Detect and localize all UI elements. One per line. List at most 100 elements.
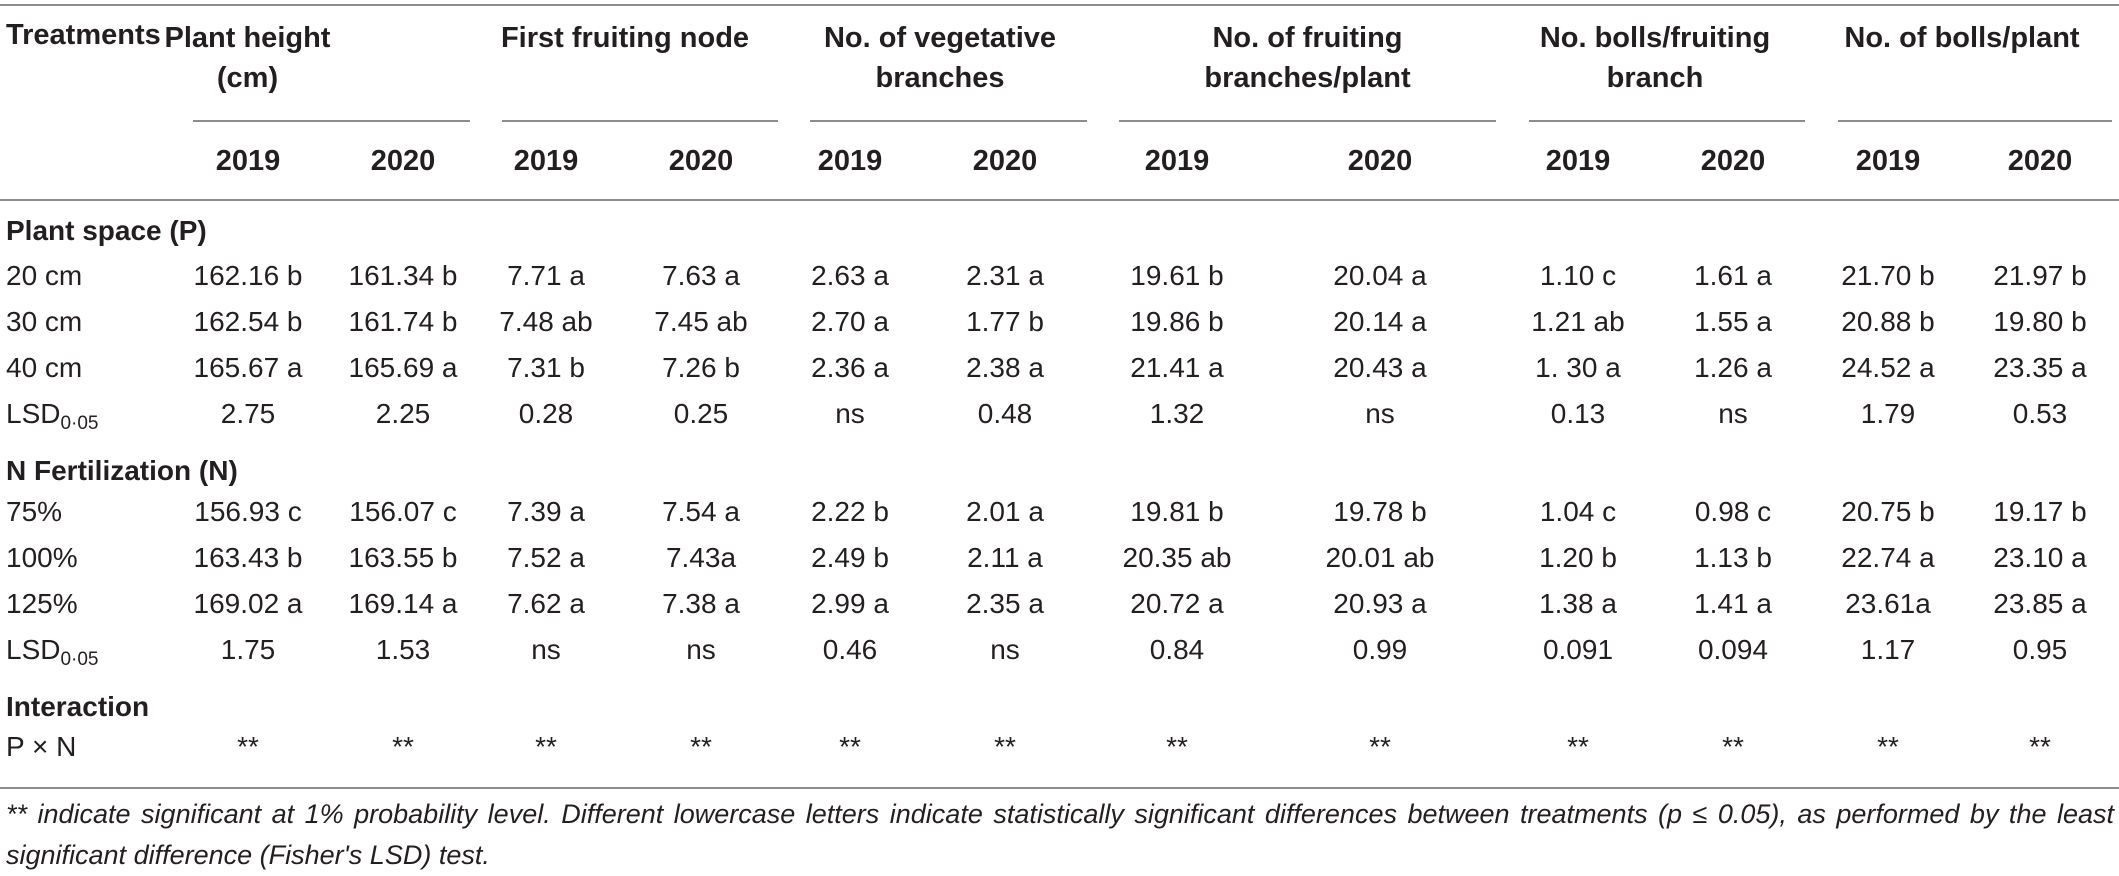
section-title: N Fertilization (N) <box>6 455 238 486</box>
table-cell: 1.53 <box>375 634 431 665</box>
table-cell: 23.35 a <box>1993 352 2087 383</box>
table-cell: 2.75 <box>220 398 276 429</box>
table-cell: 1.17 <box>1860 634 1916 665</box>
row-label-text: 100% <box>6 542 78 573</box>
table-cell: 7.38 a <box>662 588 740 619</box>
column-group-rule <box>193 120 470 122</box>
table-cell: ** <box>2029 731 2051 762</box>
table-cell: ** <box>392 731 414 762</box>
table-cell: 21.41 a <box>1130 352 1224 383</box>
table-cell: 0.53 <box>2012 398 2068 429</box>
table-cell: 2.31 a <box>966 260 1044 291</box>
table-cell: 19.17 b <box>1993 496 2087 527</box>
table-cell: 162.54 b <box>193 306 303 337</box>
table-cell: ** <box>1166 731 1188 762</box>
table-cell: 1.77 b <box>966 306 1044 337</box>
table-cell: 1.55 a <box>1694 306 1772 337</box>
table-cell: 19.81 b <box>1130 496 1224 527</box>
table-cell: 2.35 a <box>966 588 1044 619</box>
table-cell: 2.63 a <box>811 260 889 291</box>
table-cell: 24.52 a <box>1841 352 1935 383</box>
row-label-text: LSD <box>6 634 61 665</box>
table-cell: ** <box>1877 731 1899 762</box>
table-cell: 7.63 a <box>662 260 740 291</box>
table-cell: 0.091 <box>1542 634 1614 665</box>
table-cell: 7.48 ab <box>499 306 593 337</box>
row-label: 100% <box>6 541 78 575</box>
table-cell: 2.01 a <box>966 496 1044 527</box>
table-cell: 20.72 a <box>1130 588 1224 619</box>
row-label-text: LSD <box>6 398 61 429</box>
table-cell: 156.07 c <box>349 496 457 527</box>
table-cell: 1.32 <box>1149 398 1205 429</box>
table-cell: 0.46 <box>822 634 878 665</box>
table-cell: 161.74 b <box>348 306 458 337</box>
table-cell: ** <box>1722 731 1744 762</box>
table-cell: 1.20 b <box>1539 542 1617 573</box>
table-cell: 0.98 c <box>1694 496 1772 527</box>
table-cell: 1.61 a <box>1694 260 1772 291</box>
table-cell: 20.35 ab <box>1122 542 1232 573</box>
table-cell: 23.61a <box>1845 588 1931 619</box>
table-cell: 165.69 a <box>348 352 458 383</box>
table-cell: 19.86 b <box>1130 306 1224 337</box>
year-header: 2020 <box>2007 145 2073 177</box>
table-cell: ns <box>990 634 1020 665</box>
table-cell: ns <box>1365 398 1395 429</box>
table-cell: 1.13 b <box>1694 542 1772 573</box>
row-label: LSD0·05 <box>6 397 99 434</box>
table-cell: 2.70 a <box>811 306 889 337</box>
year-header: 2020 <box>370 145 436 177</box>
row-label: LSD0·05 <box>6 633 99 669</box>
table-cell: 1.21 ab <box>1531 306 1625 337</box>
table-cell: 162.16 b <box>193 260 303 291</box>
table-cell: 2.99 a <box>811 588 889 619</box>
year-header: 2019 <box>1144 145 1210 177</box>
table-cell: ** <box>535 731 557 762</box>
table-cell: 22.74 a <box>1841 542 1935 573</box>
header-bottom-rule <box>0 199 2119 201</box>
column-group-header: No. bolls/fruiting branch <box>1539 22 1771 94</box>
table-cell: 163.43 b <box>193 542 303 573</box>
table-cell: 23.85 a <box>1993 588 2087 619</box>
row-label: 125% <box>6 587 78 621</box>
table-cell: 19.61 b <box>1130 260 1224 291</box>
table-cell: 7.39 a <box>507 496 585 527</box>
column-group-rule <box>810 120 1087 122</box>
row-label-text: 20 cm <box>6 260 83 291</box>
table-cell: 1.26 a <box>1694 352 1772 383</box>
table-cell: 2.11 a <box>967 542 1043 573</box>
table-cell: 2.25 <box>375 398 431 429</box>
table-cell: 0.95 <box>2012 634 2068 665</box>
row-label-subscript: 0·05 <box>60 413 99 434</box>
table-cell: 1.38 a <box>1539 588 1617 619</box>
table-cell: 169.14 a <box>348 588 458 619</box>
year-header: 2019 <box>1545 145 1611 177</box>
table-cell: 20.43 a <box>1333 352 1427 383</box>
column-group-header: No. of vegetative branches <box>823 22 1057 94</box>
table-cell: ** <box>1369 731 1391 762</box>
table-cell: 1.10 c <box>1539 260 1617 291</box>
year-header: 2019 <box>513 145 579 177</box>
row-label: 20 cm <box>6 259 82 293</box>
table-cell: 2.38 a <box>966 352 1044 383</box>
table-cell: 1. 30 a <box>1535 352 1621 383</box>
table-cell: 20.88 b <box>1841 306 1935 337</box>
table-cell: 20.14 a <box>1333 306 1427 337</box>
table-cell: 2.22 b <box>811 496 889 527</box>
table-cell: 156.93 c <box>194 496 302 527</box>
row-label-text: 125% <box>6 588 78 619</box>
table-cell: 0.094 <box>1697 634 1769 665</box>
column-group-header: Plant height (cm) <box>164 22 331 94</box>
year-header: 2020 <box>1700 145 1766 177</box>
column-group-rule <box>1119 120 1496 122</box>
table-cell: 20.93 a <box>1333 588 1427 619</box>
table-cell: ns <box>835 398 865 429</box>
table-cell: 7.54 a <box>662 496 740 527</box>
row-label: 30 cm <box>6 305 82 339</box>
row-label: P × N <box>6 730 76 764</box>
table-cell: 19.78 b <box>1333 496 1427 527</box>
row-label-text: P × N <box>6 731 77 762</box>
row-label-text: 40 cm <box>6 352 83 383</box>
year-header: 2020 <box>972 145 1038 177</box>
